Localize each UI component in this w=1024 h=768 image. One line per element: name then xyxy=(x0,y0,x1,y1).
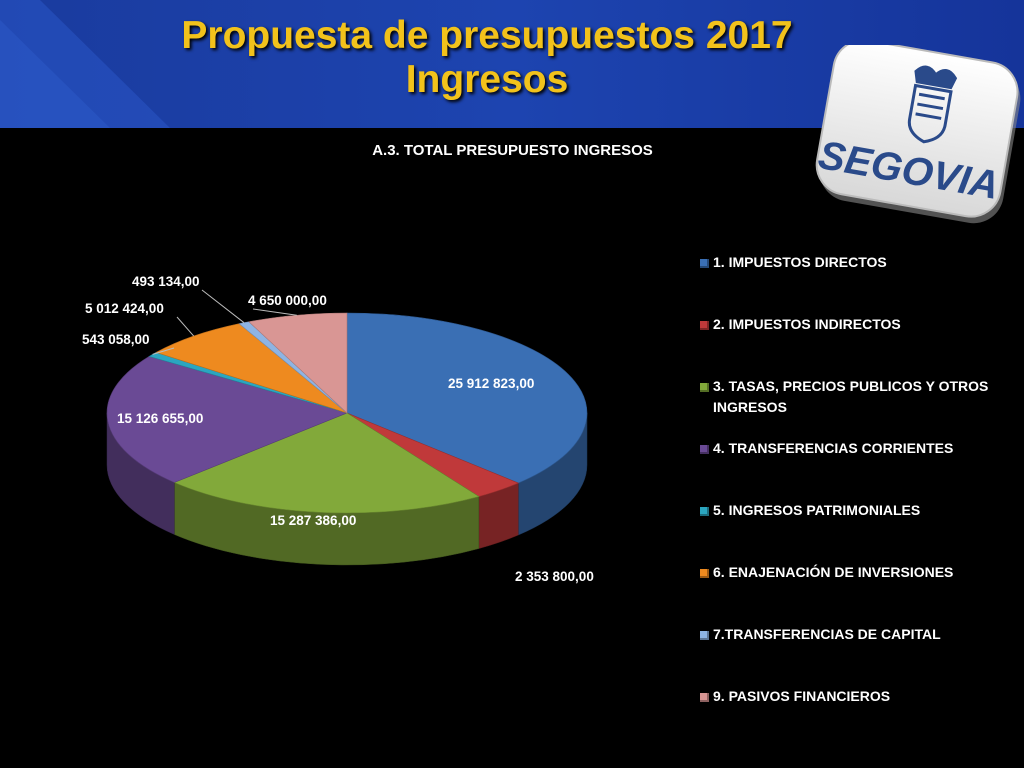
leader-line-5 xyxy=(152,347,175,355)
legend-label: 1. IMPUESTOS DIRECTOS xyxy=(713,254,887,270)
legend-swatch xyxy=(700,569,709,578)
legend-swatch xyxy=(700,631,709,640)
legend-label: 2. IMPUESTOS INDIRECTOS xyxy=(713,316,901,332)
data-label-2: 2 353 800,00 xyxy=(515,569,594,584)
legend-swatch xyxy=(700,383,709,392)
legend-swatch xyxy=(700,259,709,268)
legend-swatch xyxy=(700,507,709,516)
legend-item-7: 7.TRANSFERENCIAS DE CAPITAL xyxy=(700,626,1010,645)
legend-item-6: 6. ENAJENACIÓN DE INVERSIONES xyxy=(700,564,1010,583)
legend-item-2: 2. IMPUESTOS INDIRECTOS xyxy=(700,316,1010,335)
legend-label: 7.TRANSFERENCIAS DE CAPITAL xyxy=(713,626,941,642)
legend-item-1: 1. IMPUESTOS DIRECTOS xyxy=(700,254,1010,273)
chart-title: A.3. TOTAL PRESUPUESTO INGRESOS xyxy=(372,142,653,159)
legend-item-3: 3. TASAS, PRECIOS PUBLICOS Y OTROS INGRE… xyxy=(700,378,1010,418)
legend-swatch xyxy=(700,445,709,454)
legend-item-5: 5. INGRESOS PATRIMONIALES xyxy=(700,502,1010,521)
leader-line-8 xyxy=(252,308,297,316)
legend-label: 9. PASIVOS FINANCIEROS xyxy=(713,688,891,704)
pie-slice-1 xyxy=(346,312,588,484)
data-label-3: 15 287 386,00 xyxy=(270,513,356,528)
legend-label: 3. TASAS, PRECIOS PUBLICOS Y OTROS INGRE… xyxy=(713,378,989,415)
pie-slice-6 xyxy=(155,323,348,414)
pie-chart: 25 912 823,00 2 353 800,00 15 287 386,00 15… xyxy=(82,274,594,584)
data-label-5: 543 058,00 xyxy=(82,332,150,347)
pie-slice-3 xyxy=(173,412,480,514)
segovia-logo: SEGOVIA xyxy=(815,45,1021,224)
legend-label: 6. ENAJENACIÓN DE INVERSIONES xyxy=(713,564,954,580)
slide-title-line1: Propuesta de presupuestos 2017 xyxy=(181,14,793,57)
slide-title-line2: Ingresos xyxy=(405,58,569,101)
legend-swatch xyxy=(700,693,709,702)
legend-label: 5. INGRESOS PATRIMONIALES xyxy=(713,502,921,518)
data-label-7: 493 134,00 xyxy=(132,274,200,289)
legend-label: 4. TRANSFERENCIAS CORRIENTES xyxy=(713,440,954,456)
data-label-4: 15 126 655,00 xyxy=(117,411,203,426)
leader-line-6 xyxy=(176,316,195,337)
legend-item-8: 9. PASIVOS FINANCIEROS xyxy=(700,688,1010,707)
coat-of-arms-icon xyxy=(907,65,958,144)
legend-item-4: 4. TRANSFERENCIAS CORRIENTES xyxy=(700,440,1010,459)
pie-slice-4 xyxy=(106,356,348,483)
slide-title: Propuesta de presupuestos 2017 Ingresos xyxy=(0,14,974,102)
pie-slice-8 xyxy=(248,312,348,414)
data-label-8: 4 650 000,00 xyxy=(248,293,327,308)
data-label-6: 5 012 424,00 xyxy=(85,301,164,316)
leader-line-7 xyxy=(201,289,245,324)
legend-swatch xyxy=(700,321,709,330)
data-label-1: 25 912 823,00 xyxy=(448,376,534,391)
